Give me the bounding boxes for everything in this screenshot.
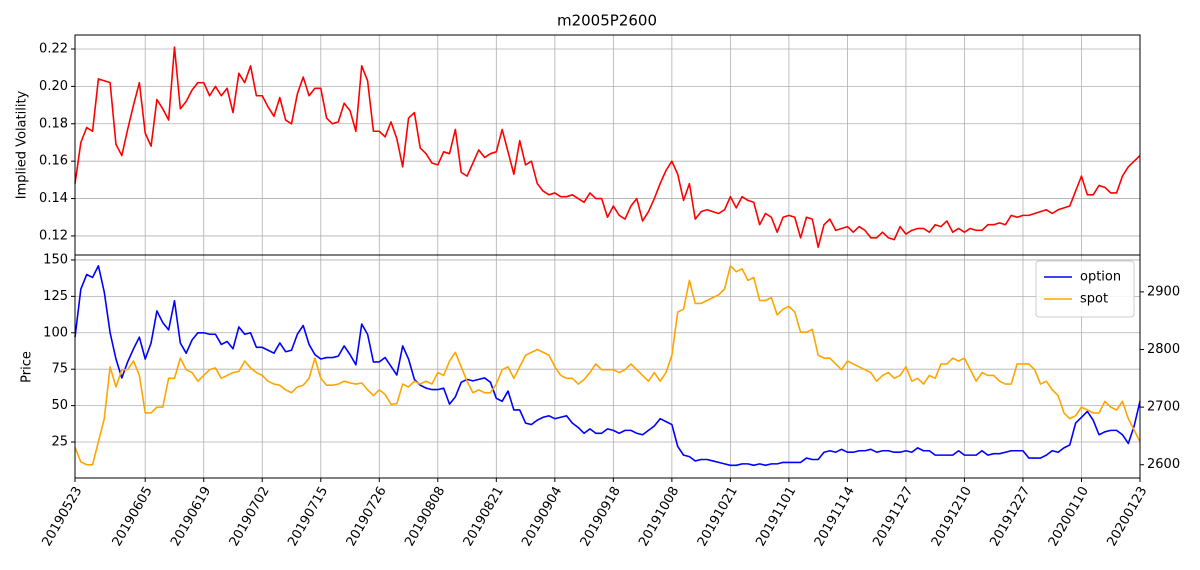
y-tick-label: 0.18 [39,116,68,131]
legend-label: spot [1080,292,1108,307]
series-line [74,264,1141,467]
y-tick-label: 0.12 [39,228,68,243]
y-tick-label: 75 [51,362,68,377]
legend-box [1035,260,1135,318]
y-tick-label: 25 [51,435,68,450]
legend-label: option [1080,270,1121,285]
y-tick-label: 0.14 [39,191,68,206]
series-line [74,46,1141,248]
y-axis-label: Implied Volatility [15,90,30,199]
series-line [74,265,1141,466]
y2-tick-label: 2800 [1147,342,1180,357]
y2-tick-label: 2900 [1147,284,1180,299]
y-tick-label: 100 [43,325,68,340]
y-tick-label: 125 [43,289,68,304]
y2-tick-label: 2600 [1147,457,1180,472]
y-axis-label: Price [20,351,35,383]
y-tick-label: 0.22 [39,42,68,57]
y-tick-label: 0.16 [39,154,68,169]
y-tick-label: 50 [51,398,68,413]
plot-frame [74,254,1141,479]
chart-title: m2005P2600 [557,12,657,30]
y2-tick-label: 2700 [1147,400,1180,415]
y-tick-label: 0.20 [39,79,68,94]
y-tick-label: 150 [43,252,68,267]
